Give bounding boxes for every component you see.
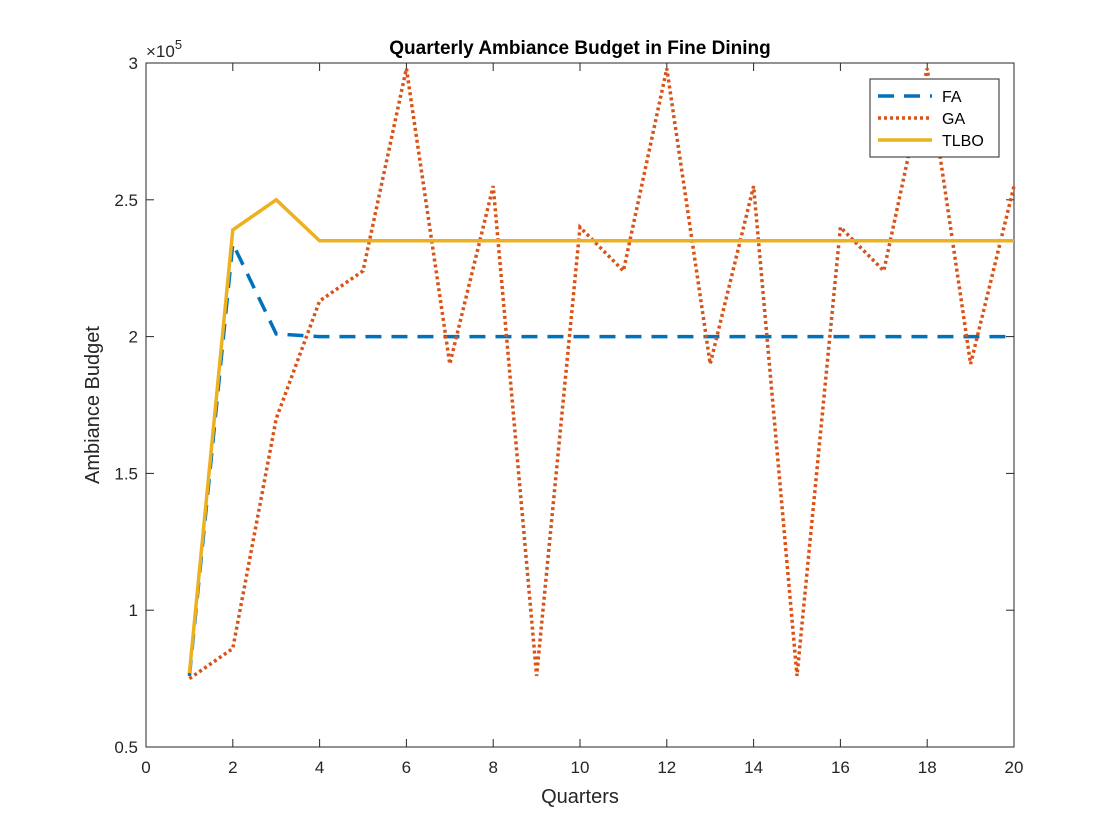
x-tick-label: 6 — [402, 758, 411, 777]
x-tick-label: 0 — [141, 758, 150, 777]
x-tick-label: 20 — [1005, 758, 1024, 777]
y-tick-label: 3 — [129, 54, 138, 73]
legend-label-ga: GA — [942, 111, 965, 128]
legend-label-tlbo: TLBO — [942, 133, 984, 150]
y-tick-label: 1.5 — [114, 464, 138, 483]
y-axis-label: Ambiance Budget — [82, 326, 104, 484]
y-exponent-base: ×10 — [146, 42, 175, 61]
legend: FA GA TLBO — [869, 78, 1000, 158]
plot-area — [145, 62, 1015, 748]
x-tick-label: 14 — [744, 758, 763, 777]
x-axis-label: Quarters — [541, 786, 619, 808]
y-tick-label: 1 — [129, 601, 138, 620]
series-line-ga — [188, 68, 1016, 681]
x-tick-label: 16 — [831, 758, 850, 777]
y-exponent-power: 5 — [175, 37, 182, 52]
x-tick-label: 4 — [315, 758, 324, 777]
x-tick-label: 10 — [571, 758, 590, 777]
y-axis-ticks: 0.5 1 1.5 2 2.5 3 — [114, 54, 1014, 757]
x-axis-ticks: 0 2 4 6 8 10 12 14 16 18 20 — [141, 63, 1023, 777]
chart-title: Quarterly Ambiance Budget in Fine Dining — [389, 38, 770, 59]
x-tick-label: 2 — [228, 758, 237, 777]
series-lines — [187, 68, 1016, 681]
x-tick-label: 18 — [918, 758, 937, 777]
series-line-fa — [187, 237, 1014, 677]
y-tick-label: 2.5 — [114, 191, 138, 210]
legend-label-fa: FA — [942, 89, 962, 106]
y-tick-label: 0.5 — [114, 738, 138, 757]
x-tick-label: 8 — [488, 758, 497, 777]
y-tick-label: 2 — [129, 328, 138, 347]
series-line-tlbo — [187, 197, 1014, 674]
y-axis-exponent: ×105 — [146, 37, 182, 61]
x-tick-label: 12 — [657, 758, 676, 777]
